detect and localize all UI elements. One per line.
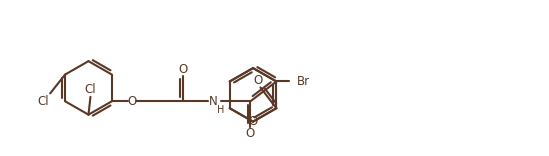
- Text: Br: Br: [298, 75, 310, 88]
- Text: Cl: Cl: [37, 95, 49, 108]
- Text: O: O: [127, 95, 136, 108]
- Text: O: O: [178, 63, 187, 76]
- Text: N: N: [209, 95, 218, 108]
- Text: O: O: [254, 74, 263, 87]
- Text: H: H: [217, 105, 224, 115]
- Text: Cl: Cl: [85, 83, 96, 96]
- Text: O: O: [249, 115, 257, 128]
- Text: O: O: [246, 127, 255, 139]
